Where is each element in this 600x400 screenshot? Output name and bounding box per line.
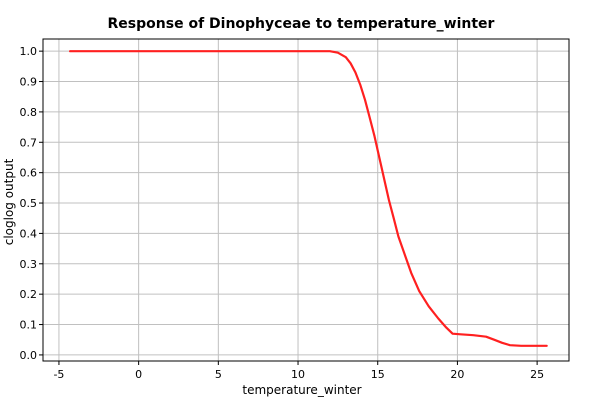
y-tick-label: 0.1 [20, 319, 38, 332]
x-tick-label: 0 [135, 368, 142, 381]
x-tick-label: 25 [530, 368, 544, 381]
y-tick-label: 0.4 [20, 227, 38, 240]
y-tick-label: 0.2 [20, 288, 38, 301]
x-axis-label: temperature_winter [242, 383, 361, 397]
y-tick-label: 1.0 [20, 45, 38, 58]
y-tick-label: 0.8 [20, 106, 38, 119]
y-tick-label: 0.9 [20, 76, 38, 89]
plot-frame [42, 38, 570, 362]
chart-title: Response of Dinophyceae to temperature_w… [108, 16, 495, 32]
response-curve [68, 50, 548, 347]
x-tick-label: 10 [291, 368, 305, 381]
y-tick-label: 0.7 [20, 136, 38, 149]
x-tick-label: 5 [215, 368, 222, 381]
x-tick-label: 20 [450, 368, 464, 381]
y-tick-label: 0.5 [20, 197, 38, 210]
series-layer [68, 50, 548, 347]
y-tick-label: 0.3 [20, 258, 38, 271]
y-tick-label: 0.6 [20, 167, 38, 180]
x-tick-label: -5 [53, 368, 64, 381]
x-tick-label: 15 [371, 368, 385, 381]
y-tick-label: 0.0 [20, 349, 38, 362]
axis-ticks: -5 0 5 10 15 20 25 0.0 0.1 0.2 0.3 0.4 0.5 0.6 0.7 0.8 0… [20, 45, 545, 381]
y-axis-label: cloglog output [2, 158, 16, 245]
